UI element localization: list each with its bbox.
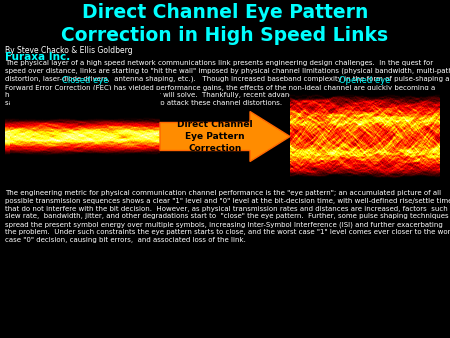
Text: Direct Channel
Eye Pattern
Correction: Direct Channel Eye Pattern Correction bbox=[177, 120, 253, 153]
Text: Direct Channel Eye Pattern
Correction in High Speed Links: Direct Channel Eye Pattern Correction in… bbox=[62, 3, 388, 45]
Text: The engineering metric for physical communication channel performance is the "ey: The engineering metric for physical comm… bbox=[5, 190, 450, 243]
Text: Opened eye: Opened eye bbox=[339, 76, 391, 85]
Text: Closed eye: Closed eye bbox=[62, 76, 108, 85]
Text: Furaxa Inc.: Furaxa Inc. bbox=[5, 52, 70, 62]
Text: The physical layer of a high speed network communications link presents engineer: The physical layer of a high speed netwo… bbox=[5, 60, 450, 106]
Text: By Steve Chacko & Ellis Goldberg: By Steve Chacko & Ellis Goldberg bbox=[5, 46, 133, 55]
Polygon shape bbox=[160, 112, 290, 162]
